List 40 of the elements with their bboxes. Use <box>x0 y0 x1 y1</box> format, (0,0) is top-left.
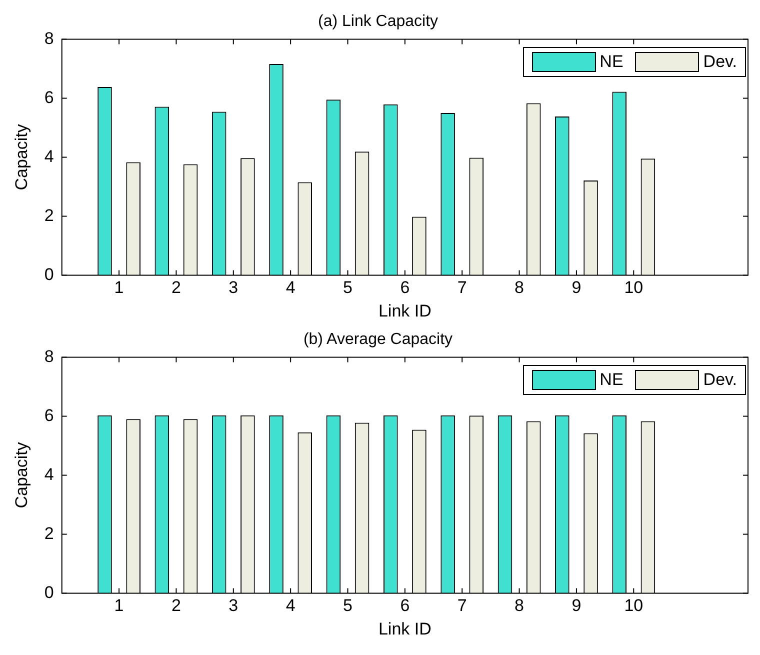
x-tick-label: 8 <box>514 278 524 298</box>
y-tick-label: 2 <box>44 524 54 543</box>
y-tick-label: 2 <box>44 206 54 225</box>
y-tick-label: 8 <box>44 346 54 366</box>
legend-label: NE <box>600 52 624 72</box>
x-tick-label: 6 <box>400 278 410 298</box>
x-tick-label: 5 <box>343 278 352 298</box>
x-tick-label: 8 <box>514 596 524 616</box>
y-tick-label: 4 <box>44 464 54 484</box>
x-tick-label: 10 <box>624 596 644 616</box>
x-tick-label: 1 <box>114 596 124 616</box>
x-axis-title: Link ID <box>378 301 432 320</box>
y-tick-label: 0 <box>44 582 54 602</box>
y-tick-label: 6 <box>44 406 54 425</box>
x-tick-label: 3 <box>228 278 238 298</box>
x-tick-label: 2 <box>171 596 181 616</box>
x-tick-label: 9 <box>572 596 582 616</box>
x-tick-label: 3 <box>228 596 238 616</box>
y-tick-label: 0 <box>44 264 54 284</box>
y-tick-label: 6 <box>44 88 54 107</box>
chart-title: (a) Link Capacity <box>318 13 438 30</box>
y-tick-label: 8 <box>44 28 54 48</box>
x-tick-label: 6 <box>400 596 410 616</box>
x-tick-label: 10 <box>624 278 644 298</box>
legend-label: Dev. <box>703 370 737 390</box>
y-axis-title: Capacity <box>12 124 31 190</box>
x-tick-label: 2 <box>171 278 181 298</box>
x-tick-label: 7 <box>457 278 467 298</box>
x-tick-label: 5 <box>343 596 352 616</box>
x-tick-label: 7 <box>457 596 467 616</box>
x-tick-label: 4 <box>286 596 296 616</box>
chart-title: (b) Average Capacity <box>303 331 453 348</box>
legend-label: NE <box>600 370 624 390</box>
y-axis-title: Capacity <box>12 442 31 508</box>
x-tick-label: 9 <box>572 278 582 298</box>
legend-label: Dev. <box>703 52 737 72</box>
y-tick-label: 4 <box>44 146 54 166</box>
x-tick-label: 4 <box>286 278 296 298</box>
x-axis-title: Link ID <box>378 619 432 638</box>
x-tick-label: 1 <box>114 278 124 298</box>
